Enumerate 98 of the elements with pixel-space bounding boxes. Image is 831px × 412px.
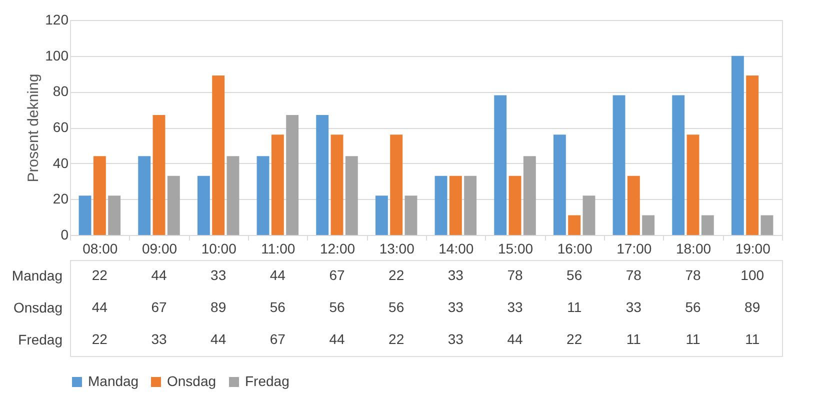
bar <box>138 156 151 235</box>
y-tick-label: 60 <box>52 119 69 135</box>
x-tick-label: 13:00 <box>379 240 415 256</box>
data-label: 33 <box>448 267 464 283</box>
bar <box>390 134 403 235</box>
bar <box>152 114 166 235</box>
data-label: 67 <box>329 267 345 283</box>
data-label: 22 <box>92 267 108 283</box>
bar <box>553 134 566 235</box>
data-label: 44 <box>507 331 523 347</box>
x-tick-label: 17:00 <box>616 240 652 256</box>
data-label: 33 <box>448 331 464 347</box>
data-label: 89 <box>744 299 760 315</box>
y-tick-label: 0 <box>60 226 69 242</box>
bar <box>627 176 640 235</box>
data-label: 33 <box>626 299 642 315</box>
bar <box>167 176 180 235</box>
data-label: 22 <box>388 331 404 347</box>
bar <box>760 215 774 235</box>
data-label: 78 <box>685 267 701 283</box>
bar <box>731 56 744 235</box>
bar <box>286 114 299 235</box>
x-tick-label: 19:00 <box>735 240 771 256</box>
bar <box>523 156 536 235</box>
text: Mandag <box>12 268 62 284</box>
bar <box>108 196 121 235</box>
bar <box>494 95 507 235</box>
data-label: 56 <box>388 299 404 315</box>
data-label: 33 <box>210 267 226 283</box>
bar <box>568 215 581 235</box>
data-label: 78 <box>507 267 523 283</box>
data-label: 56 <box>685 299 701 315</box>
data-label: 100 <box>740 267 764 283</box>
data-label: 22 <box>92 331 108 347</box>
bar <box>508 176 522 235</box>
data-label: 22 <box>566 331 582 347</box>
data-label: 67 <box>151 299 167 315</box>
x-tick-label: 11:00 <box>261 240 296 256</box>
x-tick-label: 09:00 <box>142 240 178 256</box>
y-tick-label: 100 <box>45 47 69 64</box>
x-tick-label: 10:00 <box>201 240 237 256</box>
data-label: 89 <box>210 299 226 315</box>
legend-label: Mandag <box>88 373 139 389</box>
bar <box>271 134 284 235</box>
bar <box>212 76 225 235</box>
text: Fredag <box>18 332 62 348</box>
legend-label: Onsdag <box>167 373 216 389</box>
bar <box>256 156 270 235</box>
y-tick-label: 20 <box>52 190 69 207</box>
x-tick-label: 16:00 <box>557 240 593 256</box>
bar <box>375 196 388 235</box>
x-tick-label: 15:00 <box>498 240 534 256</box>
x-tick-label: 18:00 <box>676 240 712 256</box>
text: Onsdag <box>13 300 62 316</box>
bar <box>316 114 329 235</box>
bar <box>78 196 92 235</box>
y-axis-title: Prosent dekning <box>25 74 42 182</box>
bar <box>612 95 626 235</box>
x-tick-label: 14:00 <box>438 240 474 256</box>
bar <box>449 176 462 235</box>
y-tick-label: 80 <box>52 83 69 100</box>
bar <box>404 196 418 235</box>
data-label: 44 <box>210 331 226 347</box>
bar <box>345 156 358 235</box>
data-label: 56 <box>270 299 286 315</box>
data-label: 11 <box>626 331 642 347</box>
x-tick-label: 12:00 <box>320 240 356 256</box>
data-label: 11 <box>567 299 582 315</box>
bar <box>330 134 344 235</box>
data-label: 44 <box>329 331 345 347</box>
data-label: 56 <box>329 299 345 315</box>
bar <box>93 156 106 235</box>
bar <box>197 176 210 235</box>
data-label: 44 <box>92 299 108 315</box>
bar <box>582 196 596 235</box>
bar <box>464 176 477 235</box>
data-label: 56 <box>566 267 582 283</box>
y-tick-label: 40 <box>52 154 69 171</box>
data-label: 67 <box>270 331 286 347</box>
bar <box>434 176 448 235</box>
data-label: 22 <box>388 267 404 283</box>
data-label: 33 <box>507 299 523 315</box>
data-label: 11 <box>745 331 760 347</box>
bar <box>226 156 240 235</box>
bar <box>642 215 655 235</box>
y-tick-label: 120 <box>45 12 69 28</box>
bar <box>701 215 714 235</box>
x-tick-label: 08:00 <box>82 240 118 256</box>
legend-label: Fredag <box>245 373 290 389</box>
data-label: 78 <box>626 267 642 283</box>
data-label: 33 <box>151 331 167 347</box>
data-label: 44 <box>270 267 286 283</box>
data-label: 33 <box>448 299 464 315</box>
data-label: 44 <box>151 267 167 283</box>
bar <box>746 76 759 235</box>
data-label: 11 <box>686 331 700 347</box>
bar <box>686 134 700 235</box>
bar <box>672 95 685 235</box>
